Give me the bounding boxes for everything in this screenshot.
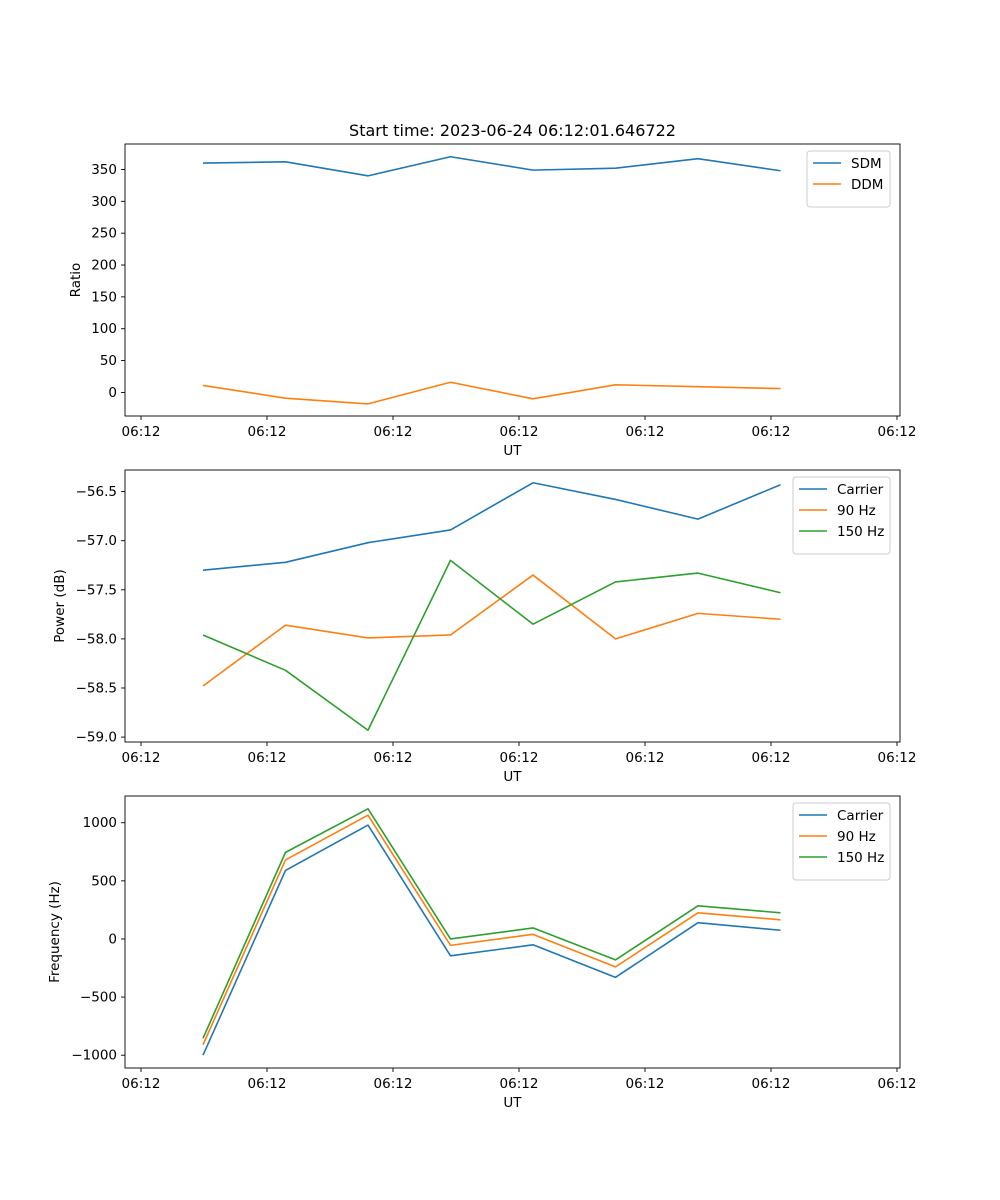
plot-area-frame — [124, 143, 901, 417]
legend-box — [792, 802, 891, 881]
x-tick-label: 06:12 — [122, 424, 161, 440]
y-tick-label: −58.0 — [76, 631, 117, 647]
y-tick-label: 100 — [91, 321, 117, 337]
subplot-1: 0 50 100 150 200 250 300 350 06:12 06:12 06:12 06:1… — [68, 143, 917, 459]
y-tick-label: 0 — [108, 931, 117, 947]
legend-label: 90 Hz — [837, 829, 876, 845]
y-tick-label: 0 — [108, 385, 117, 401]
y-axis-label: Power (dB) — [52, 569, 68, 642]
series-line-150-hz — [202, 807, 781, 1039]
x-tick-label: 06:12 — [626, 1076, 665, 1092]
subplot-2: −59.0 −58.5 −58.0 −57.5 −57.0 −56.5 06:12 06:12… — [52, 469, 917, 785]
subplot-3: −1000 −500 0 500 1000 06:12 06:12 06:12 06:12 06:… — [47, 795, 917, 1111]
plot-area-frame — [124, 795, 901, 1069]
x-tick-label: 06:12 — [752, 750, 791, 766]
legend: Carrier 90 Hz 150 Hz — [792, 802, 891, 881]
y-tick-label: 500 — [91, 873, 117, 889]
x-tick-label: 06:12 — [752, 424, 791, 440]
figure-title: Start time: 2023-06-24 06:12:01.646722 — [349, 121, 676, 140]
y-tick-label: 1000 — [83, 815, 117, 831]
y-tick-label: −59.0 — [76, 730, 117, 746]
y-tick-label: −56.5 — [76, 484, 117, 500]
x-tick-label: 06:12 — [878, 1076, 917, 1092]
legend: SDM DDM — [806, 150, 891, 208]
y-tick-label: −1000 — [71, 1048, 117, 1064]
x-tick-label: 06:12 — [626, 750, 665, 766]
x-tick-label: 06:12 — [626, 424, 665, 440]
x-tick-label: 06:12 — [248, 424, 287, 440]
x-tick-label: 06:12 — [500, 424, 539, 440]
x-tick-label: 06:12 — [122, 750, 161, 766]
series-line-90-hz — [202, 574, 781, 687]
x-tick-label: 06:12 — [878, 750, 917, 766]
legend-box — [792, 476, 891, 555]
y-tick-label: −57.0 — [76, 533, 117, 549]
x-tick-label: 06:12 — [752, 1076, 791, 1092]
series-line-sdm — [202, 155, 781, 177]
x-axis-label: UT — [503, 769, 522, 785]
series-line-carrier — [202, 824, 781, 1056]
legend-label: SDM — [851, 156, 882, 172]
x-tick-label: 06:12 — [248, 750, 287, 766]
y-tick-label: −500 — [80, 990, 117, 1006]
legend-label: 150 Hz — [837, 524, 884, 540]
legend-box — [806, 150, 891, 208]
y-tick-label: 150 — [91, 289, 117, 305]
x-tick-label: 06:12 — [374, 1076, 413, 1092]
series-line-ddm — [202, 381, 781, 405]
y-tick-label: 350 — [91, 162, 117, 178]
plot-area-frame — [124, 469, 901, 743]
x-tick-label: 06:12 — [500, 1076, 539, 1092]
legend-label: 90 Hz — [837, 503, 876, 519]
legend-label: Carrier — [837, 808, 884, 824]
y-tick-label: 200 — [91, 258, 117, 274]
subplots: 0 50 100 150 200 250 300 350 06:12 06:12 06:12 06:1… — [47, 143, 917, 1111]
x-tick-label: 06:12 — [374, 424, 413, 440]
legend: Carrier 90 Hz 150 Hz — [792, 476, 891, 555]
y-axis-label: Ratio — [68, 263, 84, 298]
y-tick-label: 300 — [91, 194, 117, 210]
x-tick-label: 06:12 — [500, 750, 539, 766]
x-axis-label: UT — [503, 1095, 522, 1111]
legend-label: Carrier — [837, 482, 884, 498]
x-axis-label: UT — [503, 443, 522, 459]
x-tick-label: 06:12 — [248, 1076, 287, 1092]
series-line-90-hz — [202, 814, 781, 1046]
y-axis-label: Frequency (Hz) — [47, 881, 63, 983]
x-tick-label: 06:12 — [878, 424, 917, 440]
y-tick-label: −57.5 — [76, 582, 117, 598]
legend-label: 150 Hz — [837, 850, 884, 866]
series-line-150-hz — [202, 559, 781, 732]
y-tick-label: 250 — [91, 226, 117, 242]
y-tick-label: 50 — [100, 353, 117, 369]
legend-label: DDM — [851, 177, 883, 193]
y-tick-label: −58.5 — [76, 680, 117, 696]
x-tick-label: 06:12 — [374, 750, 413, 766]
series-line-carrier — [202, 481, 781, 571]
x-tick-label: 06:12 — [122, 1076, 161, 1092]
